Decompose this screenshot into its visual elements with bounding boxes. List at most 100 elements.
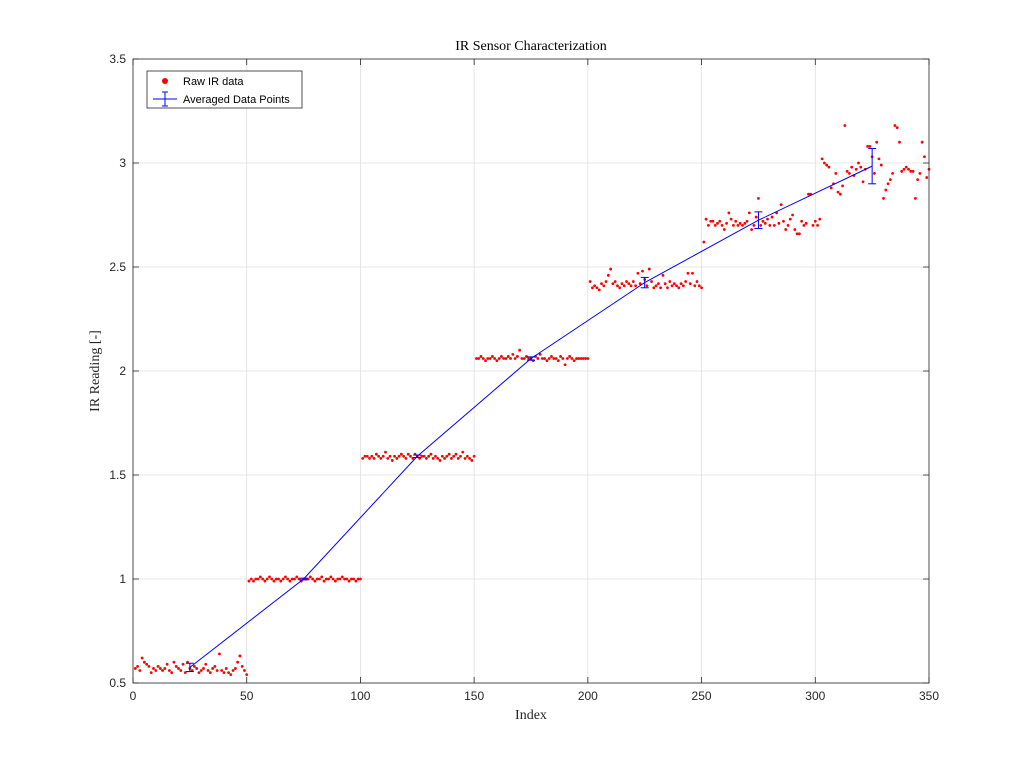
raw-data-point — [320, 575, 324, 579]
raw-data-point — [502, 357, 506, 360]
raw-data-point — [179, 669, 183, 672]
raw-data-point — [504, 357, 508, 360]
legend-raw-label: Raw IR data — [183, 76, 244, 88]
raw-data-point — [370, 454, 374, 458]
raw-data-point — [308, 575, 312, 579]
raw-data-point — [777, 221, 781, 225]
raw-data-point — [848, 172, 851, 175]
raw-data-point — [722, 228, 726, 231]
raw-data-point — [379, 456, 383, 460]
raw-data-point — [213, 664, 217, 668]
raw-data-point — [397, 454, 401, 458]
raw-data-point — [258, 575, 262, 579]
raw-data-point — [204, 662, 208, 666]
raw-data-point — [352, 577, 356, 581]
y-axis-ticks: 0.5 1 1.5 2 2.5 3 3.5 — [109, 52, 929, 690]
raw-data-point — [334, 579, 337, 583]
x-tick-label: 0 — [130, 689, 137, 703]
raw-data-point — [268, 575, 271, 579]
raw-data-point — [318, 577, 321, 581]
raw-data-point — [261, 577, 265, 581]
raw-data-point — [788, 217, 792, 221]
raw-data-point — [445, 454, 449, 458]
raw-data-point — [283, 575, 287, 579]
raw-data-point — [174, 664, 178, 668]
raw-data-point — [556, 359, 560, 362]
raw-data-point — [247, 579, 251, 583]
raw-data-point — [588, 280, 592, 283]
legend: Raw IR data Averaged Data Points — [146, 70, 303, 109]
raw-data-point — [336, 577, 340, 581]
raw-data-point — [677, 286, 681, 290]
raw-data-point — [393, 454, 396, 458]
raw-data-point — [424, 456, 428, 460]
raw-data-point — [581, 357, 585, 360]
raw-data-point — [497, 357, 501, 360]
x-tick-label: 350 — [919, 689, 939, 703]
raw-data-point — [898, 140, 901, 144]
raw-data-point — [804, 221, 808, 225]
raw-data-point — [479, 355, 483, 358]
x-tick-label: 200 — [578, 689, 598, 703]
raw-data-point — [572, 359, 576, 362]
raw-data-point — [813, 219, 817, 223]
raw-data-point — [645, 284, 649, 288]
x-tick-label: 100 — [350, 689, 370, 703]
raw-data-point — [613, 280, 617, 283]
raw-data-point — [463, 456, 467, 460]
raw-data-point — [713, 224, 717, 227]
raw-data-point — [245, 673, 249, 677]
raw-data-point — [293, 577, 296, 581]
raw-data-point — [697, 284, 701, 288]
raw-data-point — [631, 280, 635, 283]
raw-data-point — [709, 219, 713, 223]
raw-data-point — [347, 579, 351, 583]
raw-data-point — [315, 577, 319, 581]
raw-data-point — [868, 144, 872, 148]
raw-data-point — [920, 140, 924, 144]
raw-data-point — [440, 454, 444, 458]
raw-data-point — [586, 357, 590, 360]
raw-data-point — [668, 280, 672, 283]
raw-data-point — [782, 219, 785, 223]
raw-data-point — [158, 667, 162, 670]
y-tick-label: 2 — [119, 364, 126, 378]
raw-data-point — [600, 282, 603, 286]
raw-data-point — [923, 155, 926, 159]
raw-data-point — [641, 269, 644, 273]
raw-data-point — [329, 575, 333, 579]
raw-data-point — [167, 669, 171, 672]
raw-data-point — [513, 357, 517, 360]
raw-data-point — [882, 196, 885, 200]
raw-data-point — [270, 577, 274, 581]
raw-data-point — [431, 456, 435, 460]
raw-data-point — [538, 352, 542, 356]
raw-data-point — [243, 669, 246, 672]
raw-data-point — [311, 577, 315, 581]
raw-data-point — [738, 221, 742, 225]
raw-data-point — [470, 459, 474, 462]
raw-data-point — [511, 352, 515, 356]
raw-data-point — [577, 357, 581, 360]
raw-data-point — [916, 178, 920, 182]
raw-data-point — [215, 669, 219, 672]
raw-data-point — [627, 282, 631, 286]
raw-data-point — [140, 656, 144, 660]
raw-data-point — [381, 454, 385, 458]
raw-data-point — [791, 213, 794, 217]
raw-data-point — [622, 284, 626, 288]
raw-data-point — [681, 284, 685, 288]
raw-data-point — [390, 459, 394, 462]
raw-data-point — [725, 221, 728, 225]
raw-data-point — [265, 577, 269, 581]
raw-data-point — [747, 211, 751, 215]
raw-data-point — [904, 165, 908, 169]
raw-data-point — [718, 219, 722, 223]
raw-data-point — [786, 224, 790, 227]
legend-box — [146, 70, 303, 109]
raw-data-point — [240, 664, 244, 668]
raw-data-point — [149, 671, 153, 674]
raw-data-point — [488, 357, 492, 360]
raw-data-point — [520, 357, 524, 360]
raw-data-point — [907, 167, 910, 171]
